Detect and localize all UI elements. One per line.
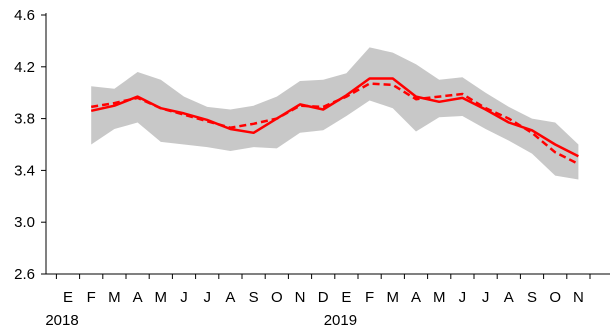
year-label: 2019 <box>324 312 357 329</box>
x-tick-label: N <box>295 289 306 306</box>
x-tick-label: A <box>504 289 514 306</box>
x-tick-label: F <box>365 289 374 306</box>
x-tick-label: F <box>87 289 96 306</box>
y-tick-label: 2.6 <box>14 266 35 283</box>
x-tick-label: O <box>271 289 283 306</box>
y-tick-label: 3.4 <box>14 162 35 179</box>
series-lines-layer <box>90 77 579 166</box>
x-tick-label: A <box>225 289 235 306</box>
x-tick-label: A <box>133 289 143 306</box>
x-tick-label: N <box>573 289 584 306</box>
x-tick-label: M <box>433 289 446 306</box>
x-tick-label: J <box>203 289 211 306</box>
range-band-layer <box>91 47 579 180</box>
y-ticks-layer: 2.6 3.0 3.4 3.8 4.2 4.6 <box>14 7 46 283</box>
x-tick-label: J <box>459 289 467 306</box>
x-tick-label: M <box>155 289 168 306</box>
axes-layer <box>45 13 610 275</box>
x-tick-label: M <box>387 289 400 306</box>
x-tick-label: O <box>549 289 561 306</box>
y-tick-label: 3.0 <box>14 214 35 231</box>
y-tick-label: 4.6 <box>14 7 35 24</box>
x-tick-label: E <box>63 289 73 306</box>
x-tick-label: J <box>482 289 490 306</box>
series-line-dashed <box>90 82 579 166</box>
x-tick-label: S <box>527 289 537 306</box>
year-label: 2018 <box>45 312 78 329</box>
x-tick-label: E <box>341 289 351 306</box>
y-tick-label: 4.2 <box>14 59 35 76</box>
x-tick-label: M <box>108 289 121 306</box>
x-tick-label: A <box>411 289 421 306</box>
x-tick-label: S <box>249 289 259 306</box>
y-tick-label: 3.8 <box>14 111 35 128</box>
x-tick-label: D <box>318 289 329 306</box>
range-band <box>91 47 579 180</box>
x-tick-label: J <box>180 289 188 306</box>
